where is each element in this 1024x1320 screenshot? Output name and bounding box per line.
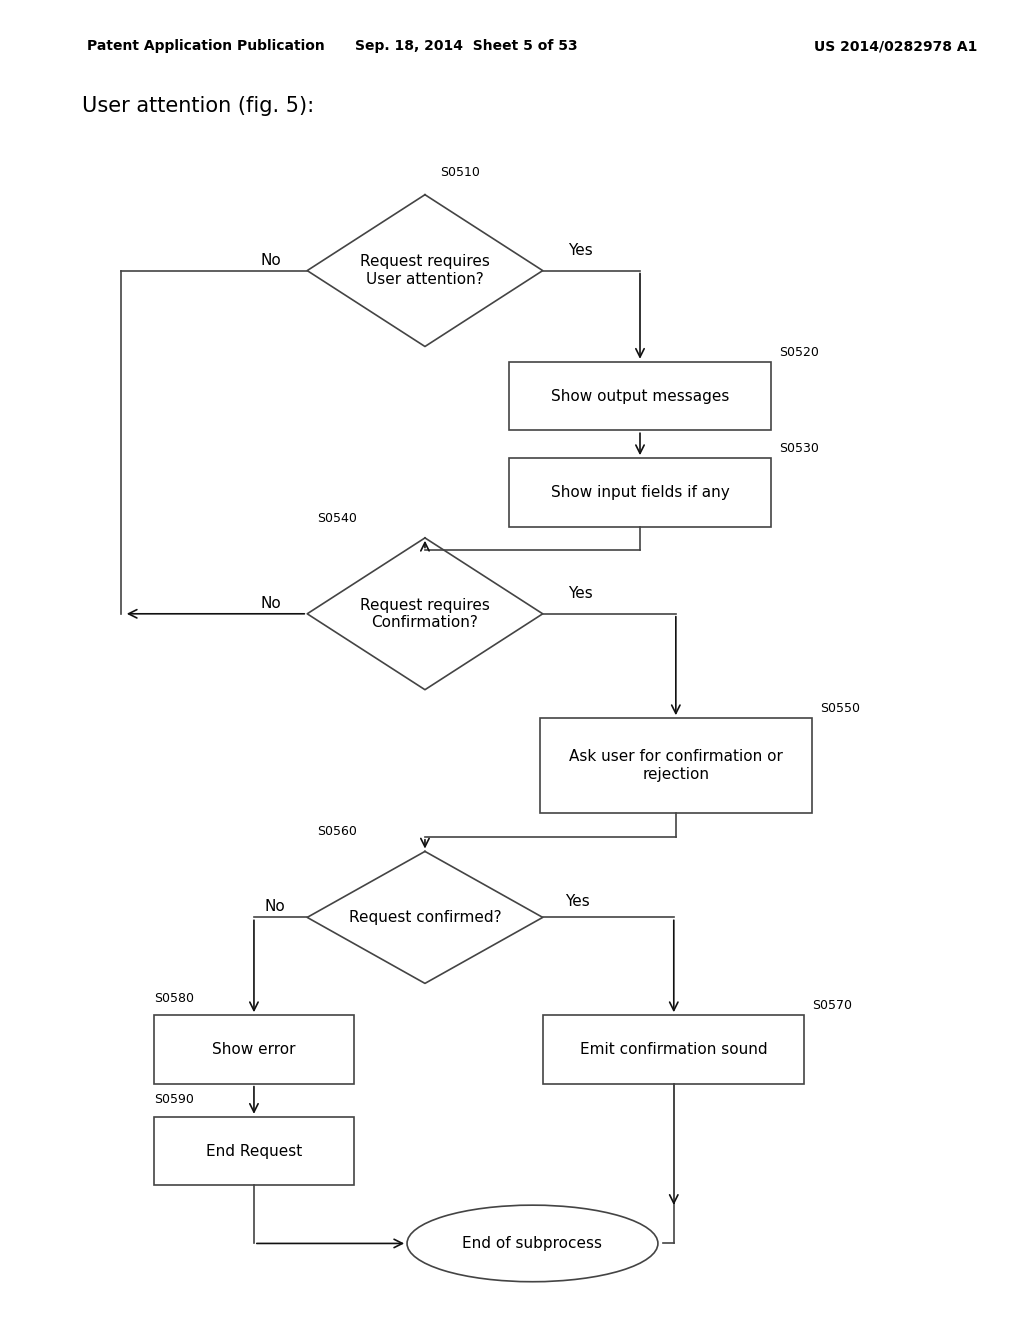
Bar	[541, 718, 812, 813]
Text: S0590: S0590	[154, 1093, 194, 1106]
Text: US 2014/0282978 A1: US 2014/0282978 A1	[814, 40, 978, 53]
Text: S0560: S0560	[317, 825, 357, 838]
Text: Show error: Show error	[212, 1041, 296, 1057]
Text: Sep. 18, 2014  Sheet 5 of 53: Sep. 18, 2014 Sheet 5 of 53	[354, 40, 578, 53]
Text: Show input fields if any: Show input fields if any	[551, 484, 729, 500]
Text: No: No	[264, 899, 285, 915]
Text: User attention (fig. 5):: User attention (fig. 5):	[82, 95, 314, 116]
Text: Request requires
Confirmation?: Request requires Confirmation?	[360, 598, 489, 630]
Text: S0530: S0530	[778, 442, 818, 455]
Bar	[543, 1015, 805, 1084]
Text: Yes: Yes	[568, 243, 593, 259]
Text: S0550: S0550	[819, 702, 860, 715]
Text: Show output messages: Show output messages	[551, 388, 729, 404]
Bar	[154, 1015, 354, 1084]
Text: Request confirmed?: Request confirmed?	[348, 909, 502, 925]
Text: S0510: S0510	[440, 166, 480, 178]
Text: Yes: Yes	[568, 586, 593, 602]
Text: S0520: S0520	[778, 346, 818, 359]
Bar	[154, 1117, 354, 1185]
Text: Ask user for confirmation or
rejection: Ask user for confirmation or rejection	[569, 750, 782, 781]
Text: End of subprocess: End of subprocess	[463, 1236, 602, 1251]
Bar	[510, 362, 770, 430]
Text: Patent Application Publication: Patent Application Publication	[87, 40, 325, 53]
Text: S0580: S0580	[154, 991, 195, 1005]
Text: No: No	[261, 252, 282, 268]
Bar	[510, 458, 770, 527]
Text: S0570: S0570	[813, 999, 853, 1012]
Text: S0540: S0540	[317, 512, 357, 524]
Text: Request requires
User attention?: Request requires User attention?	[360, 255, 489, 286]
Text: Emit confirmation sound: Emit confirmation sound	[580, 1041, 768, 1057]
Text: Yes: Yes	[565, 894, 590, 909]
Text: No: No	[261, 595, 282, 611]
Text: End Request: End Request	[206, 1143, 302, 1159]
